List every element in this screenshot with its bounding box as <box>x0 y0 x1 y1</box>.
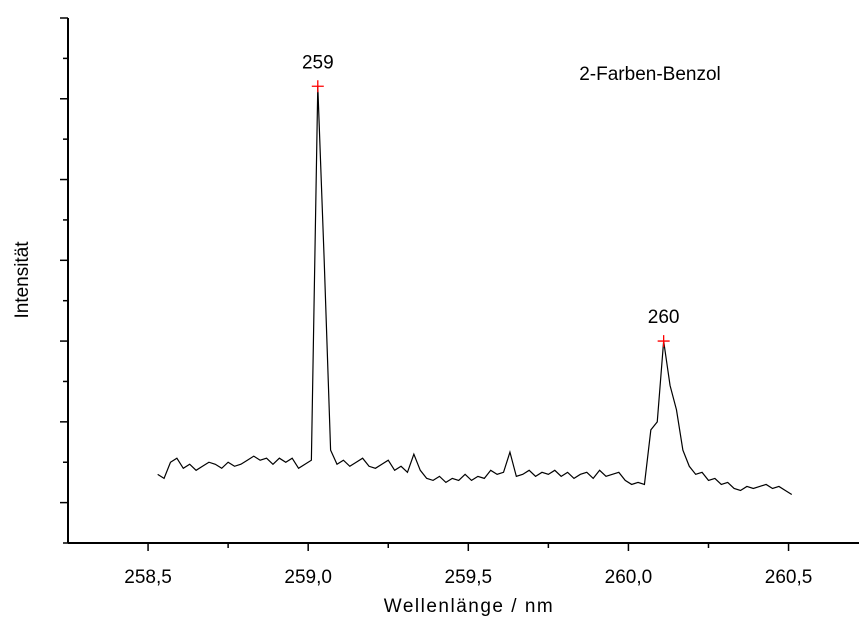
x-tick-label: 259,5 <box>445 567 493 588</box>
x-tick-label: 260,0 <box>605 567 653 588</box>
peak-label: 260 <box>648 307 680 328</box>
y-axis-title: Intensität <box>12 241 33 319</box>
peak-label: 259 <box>302 52 334 73</box>
chart-title: 2-Farben-Benzol <box>579 64 721 85</box>
peak-marker <box>657 335 670 348</box>
x-axis-title: Wellenlänge / nm <box>384 596 554 617</box>
spectrum-line <box>157 86 793 496</box>
peak-marker <box>311 80 324 93</box>
x-tick-label: 259,0 <box>284 567 332 588</box>
x-tick-label: 260,5 <box>765 567 813 588</box>
x-tick-label: 258,5 <box>124 567 172 588</box>
